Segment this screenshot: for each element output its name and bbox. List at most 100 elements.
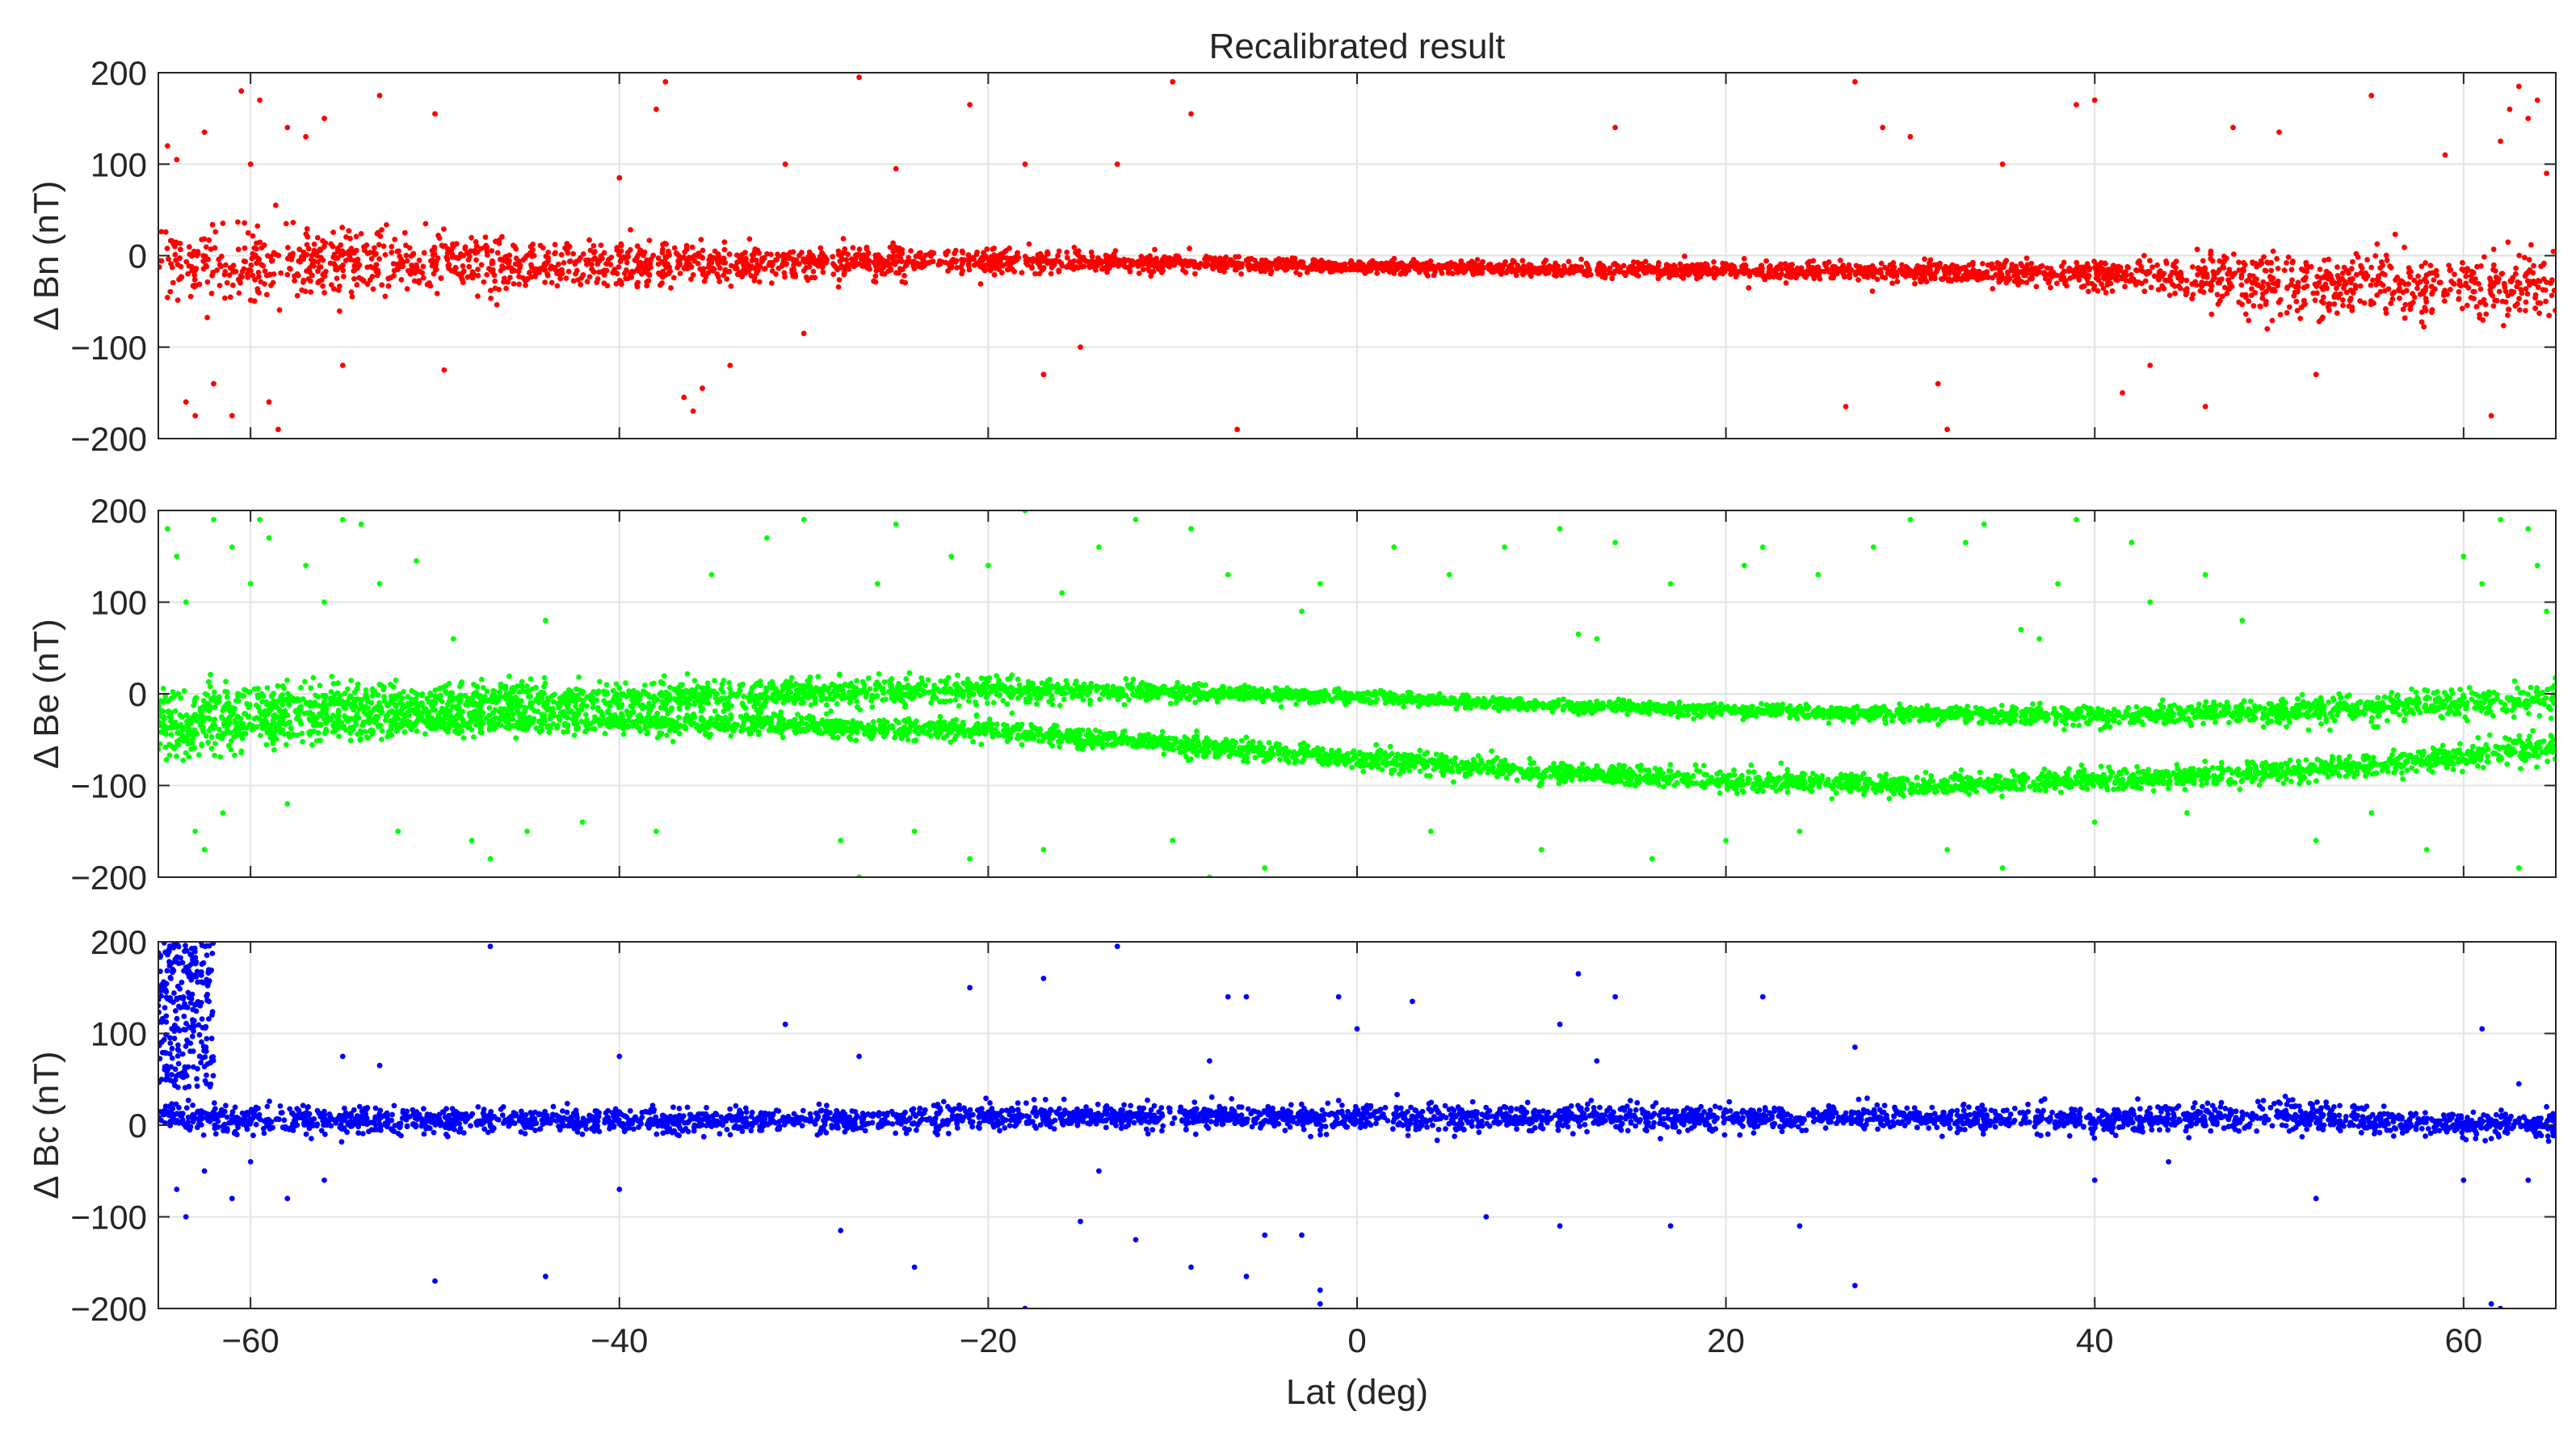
data-point bbox=[431, 253, 436, 258]
data-point bbox=[2340, 297, 2346, 303]
data-point bbox=[794, 259, 800, 265]
data-point bbox=[1398, 271, 1404, 277]
data-point bbox=[2412, 295, 2418, 300]
data-point bbox=[399, 277, 405, 283]
data-point bbox=[2238, 275, 2244, 280]
data-point bbox=[2305, 727, 2311, 733]
data-point bbox=[2246, 317, 2251, 323]
data-point bbox=[724, 276, 729, 282]
data-point bbox=[389, 244, 394, 250]
data-point bbox=[1788, 275, 1794, 280]
data-point bbox=[1642, 265, 1648, 271]
data-point bbox=[2217, 258, 2222, 264]
data-point bbox=[381, 243, 387, 249]
data-point bbox=[1552, 272, 1557, 278]
data-point bbox=[2191, 292, 2196, 297]
data-point bbox=[811, 254, 817, 260]
figure-title: Recalibrated result bbox=[1209, 27, 1506, 66]
data-point bbox=[2527, 257, 2532, 263]
data-point bbox=[225, 280, 230, 286]
data-point bbox=[451, 243, 456, 249]
data-point bbox=[2478, 287, 2484, 292]
data-point bbox=[782, 274, 788, 279]
data-point bbox=[2490, 267, 2496, 272]
data-point bbox=[404, 253, 410, 258]
data-point bbox=[560, 271, 565, 276]
data-point bbox=[1922, 265, 1927, 271]
data-point bbox=[386, 284, 392, 289]
data-point bbox=[2377, 265, 2383, 271]
data-point bbox=[2101, 267, 2107, 272]
data-point bbox=[308, 289, 313, 295]
data-point bbox=[2415, 281, 2421, 287]
data-point bbox=[890, 249, 896, 254]
data-point bbox=[889, 267, 894, 273]
data-point bbox=[2480, 317, 2486, 323]
data-point bbox=[817, 246, 823, 251]
data-point bbox=[838, 253, 843, 258]
data-point bbox=[624, 260, 630, 266]
data-point bbox=[1060, 263, 1065, 269]
data-point bbox=[2393, 232, 2398, 237]
outlier-point bbox=[681, 395, 687, 401]
data-point bbox=[1516, 266, 1522, 271]
data-point bbox=[631, 269, 637, 275]
data-point bbox=[1776, 264, 1782, 270]
data-point bbox=[2474, 304, 2480, 309]
data-point bbox=[1078, 260, 1083, 266]
data-point bbox=[2483, 302, 2489, 308]
data-point bbox=[441, 226, 447, 232]
data-point bbox=[2173, 265, 2179, 271]
data-point bbox=[1926, 269, 1931, 275]
data-point bbox=[306, 276, 312, 282]
data-point bbox=[1135, 263, 1141, 269]
data-point bbox=[492, 272, 498, 278]
data-point bbox=[2118, 265, 2124, 271]
data-point bbox=[1678, 262, 1683, 267]
data-point bbox=[1019, 270, 1025, 275]
data-point bbox=[1461, 270, 1467, 275]
data-point bbox=[2469, 278, 2474, 284]
data-point bbox=[418, 269, 423, 275]
data-point bbox=[162, 716, 167, 722]
data-point bbox=[1728, 267, 1733, 272]
data-point bbox=[2054, 273, 2060, 279]
data-point bbox=[897, 258, 903, 264]
data-point bbox=[175, 297, 181, 303]
data-point bbox=[805, 277, 811, 283]
outlier-point bbox=[1612, 125, 1618, 131]
data-point bbox=[2353, 286, 2359, 292]
data-point bbox=[945, 268, 951, 274]
data-point bbox=[285, 245, 291, 250]
data-point bbox=[412, 279, 418, 284]
data-point bbox=[242, 258, 247, 264]
data-point bbox=[511, 242, 516, 248]
data-point bbox=[682, 266, 687, 271]
data-point bbox=[1032, 271, 1038, 277]
data-point bbox=[292, 278, 297, 284]
data-point bbox=[1273, 258, 1279, 263]
data-point bbox=[1854, 270, 1860, 275]
data-point bbox=[2271, 275, 2276, 281]
data-point bbox=[1830, 271, 1835, 276]
data-point bbox=[254, 286, 260, 292]
data-point bbox=[747, 237, 753, 242]
data-point bbox=[2423, 276, 2428, 282]
data-point bbox=[2018, 261, 2023, 267]
outlier-point bbox=[165, 143, 170, 149]
data-point bbox=[222, 272, 228, 278]
data-point bbox=[2289, 267, 2295, 272]
data-point bbox=[2241, 260, 2246, 266]
data-point bbox=[2021, 273, 2027, 279]
data-point bbox=[438, 275, 443, 281]
data-point bbox=[591, 250, 597, 255]
data-point bbox=[2448, 287, 2453, 292]
outlier-point bbox=[856, 74, 862, 80]
data-point bbox=[801, 268, 807, 274]
outlier-point bbox=[616, 175, 622, 181]
data-point bbox=[431, 245, 437, 250]
data-point bbox=[2067, 275, 2073, 281]
data-point bbox=[2456, 296, 2462, 301]
data-point bbox=[359, 231, 364, 237]
data-point bbox=[1187, 246, 1192, 251]
